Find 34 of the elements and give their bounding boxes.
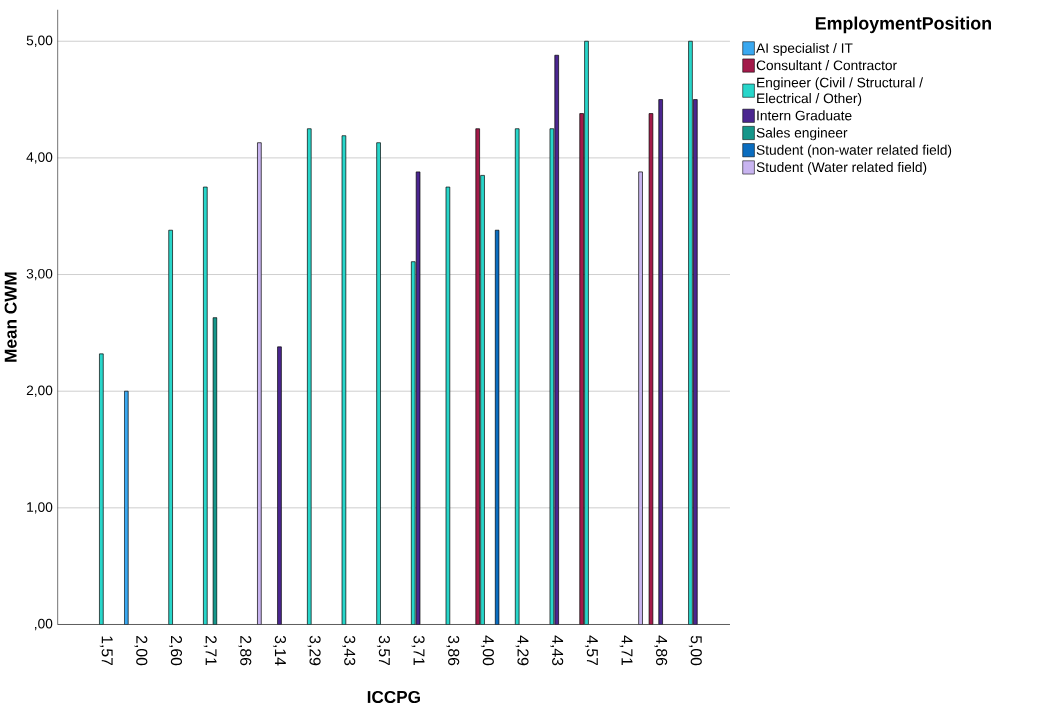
y-tick-label: 3,00	[26, 268, 53, 281]
x-tick-label: 3,57	[376, 635, 390, 666]
x-tick-label: 4,71	[619, 635, 633, 666]
y-tick-label: ,00	[34, 618, 53, 631]
x-tick-label: 2,71	[203, 635, 217, 666]
x-tick-label: 3,71	[411, 635, 425, 666]
legend-label: Engineer (Civil / Structural / Electrical / Other)	[757, 77, 923, 106]
x-tick-label: 5,00	[688, 635, 702, 666]
legend-label: Intern Graduate	[757, 110, 852, 121]
x-tick-label: 4,86	[654, 635, 668, 666]
legend-label: Sales engineer	[756, 127, 848, 141]
y-tick-label: 5,00	[26, 35, 53, 47]
legend-label: Student (Water related field)	[756, 161, 927, 175]
x-tick-label: 4,00	[480, 635, 494, 666]
legend-label: Consultant / Contractor	[756, 60, 897, 71]
y-tick-label: 4,00	[26, 152, 53, 164]
y-axis-title: Mean CWM	[4, 272, 17, 362]
x-tick-label: 2,60	[168, 635, 183, 666]
legend-title: EmploymentPosition	[815, 16, 991, 34]
y-tick-label: 1,00	[27, 502, 53, 514]
x-tick-label: 4,29	[515, 635, 529, 666]
x-tick-label: 4,43	[550, 635, 564, 666]
y-tick-label: 2,00	[26, 385, 53, 397]
x-axis-title: ICCPG	[367, 690, 420, 704]
x-tick-label: 3,14	[272, 635, 286, 666]
x-tick-label: 4,57	[584, 635, 598, 666]
x-tick-label: 2,00	[134, 635, 148, 666]
x-tick-label: 2,86	[238, 635, 252, 666]
legend-label: AI specialist / IT	[756, 42, 853, 56]
x-tick-label: 1,57	[99, 636, 113, 666]
x-tick-label: 3,43	[342, 635, 356, 666]
x-tick-label: 3,29	[307, 635, 321, 666]
x-tick-label: 3,86	[446, 635, 460, 666]
legend-label: Student (non-water related field)	[756, 144, 952, 158]
